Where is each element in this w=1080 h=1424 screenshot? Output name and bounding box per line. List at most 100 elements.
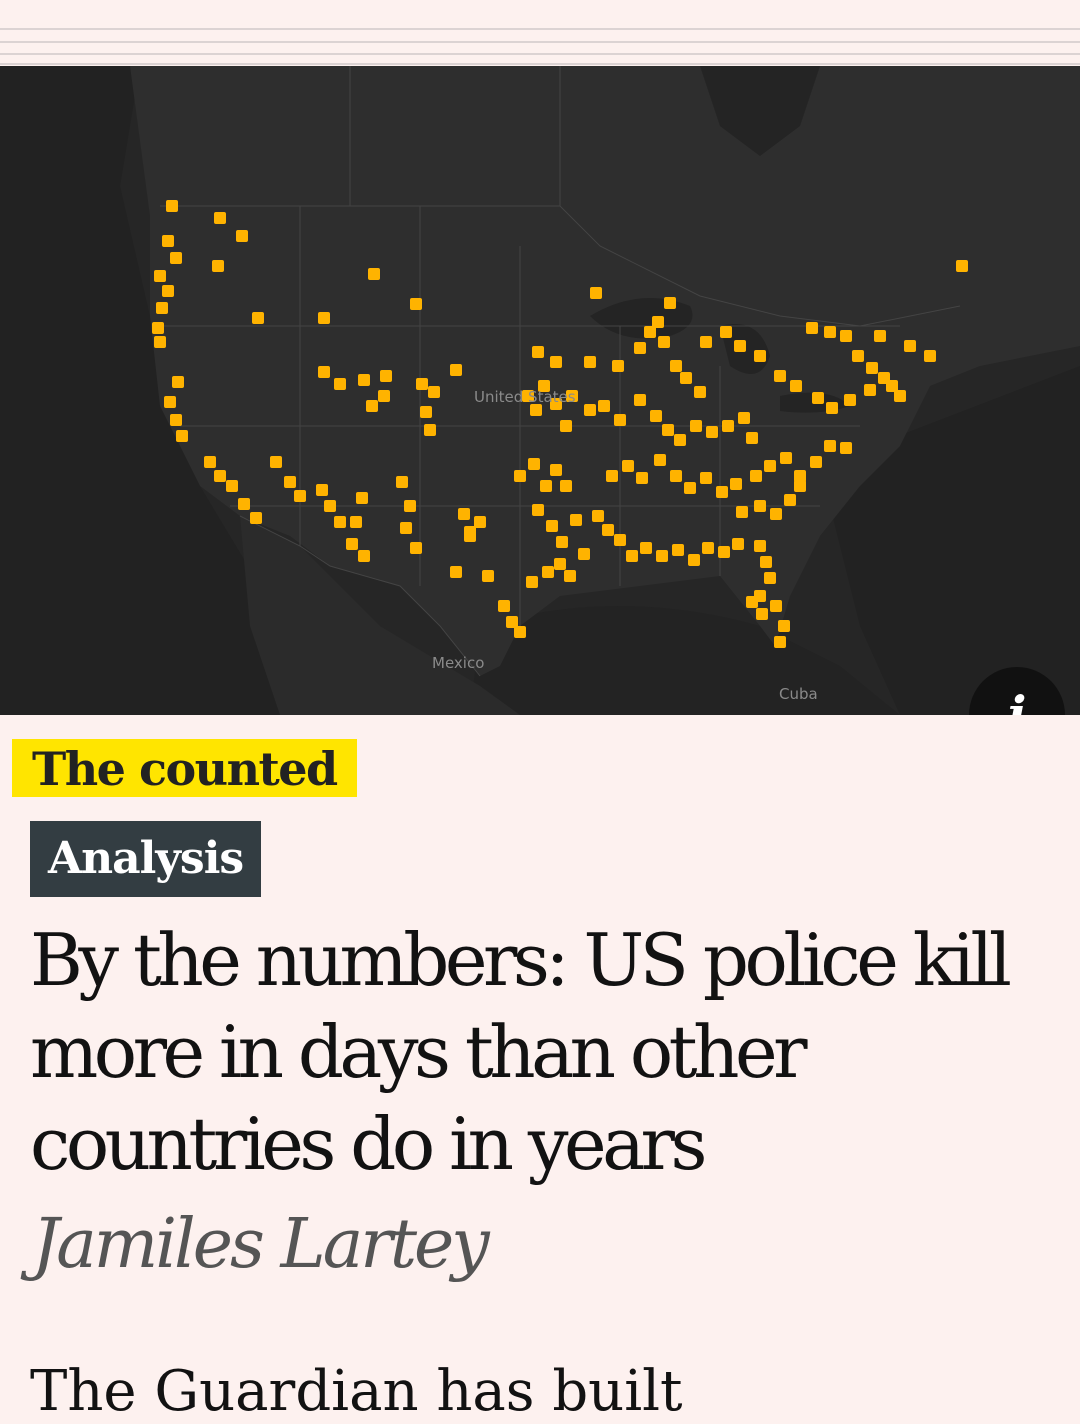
incident-marker (612, 360, 624, 372)
incident-marker (250, 512, 262, 524)
incident-marker (738, 412, 750, 424)
incident-markers (152, 200, 968, 648)
incident-marker (722, 420, 734, 432)
incident-marker (700, 336, 712, 348)
incident-marker (840, 442, 852, 454)
incident-marker (670, 360, 682, 372)
article-type-badge: Analysis (30, 821, 262, 897)
incident-marker (458, 508, 470, 520)
incident-marker (166, 200, 178, 212)
incident-marker (346, 538, 358, 550)
incident-marker (380, 370, 392, 382)
byline-author-link[interactable]: Jamiles Lartey (32, 1205, 490, 1284)
incident-marker (736, 506, 748, 518)
incident-marker (684, 482, 696, 494)
incident-marker (824, 326, 836, 338)
incident-marker (956, 260, 968, 272)
incident-marker (656, 550, 668, 562)
incident-marker (756, 608, 768, 620)
incident-marker (252, 312, 264, 324)
incident-marker (334, 516, 346, 528)
incident-marker (750, 470, 762, 482)
incident-marker (570, 514, 582, 526)
incident-marker (212, 260, 224, 272)
incident-marker (702, 542, 714, 554)
incident-marker (664, 297, 676, 309)
incident-marker (506, 616, 518, 628)
incident-marker (864, 384, 876, 396)
rule-line (0, 41, 1080, 43)
incident-marker (826, 402, 838, 414)
incident-marker (358, 374, 370, 386)
incident-marker (356, 492, 368, 504)
series-kicker[interactable]: The counted (12, 739, 357, 797)
incident-marker (688, 554, 700, 566)
incident-marker (214, 212, 226, 224)
incident-marker (614, 414, 626, 426)
incident-marker (542, 566, 554, 578)
incident-marker (162, 235, 174, 247)
incident-marker (670, 470, 682, 482)
rule-line (0, 63, 1080, 65)
incident-marker (886, 380, 898, 392)
incident-marker (662, 424, 674, 436)
incident-marker (214, 470, 226, 482)
incident-marker (400, 522, 412, 534)
incident-marker (350, 516, 362, 528)
rule-line (0, 28, 1080, 30)
incident-marker (162, 285, 174, 297)
incident-marker (718, 546, 730, 558)
incident-marker (634, 342, 646, 354)
incident-marker (674, 434, 686, 446)
incident-marker (732, 538, 744, 550)
incident-marker (514, 626, 526, 638)
incident-marker (450, 364, 462, 376)
incident-marker (316, 484, 328, 496)
incident-marker (564, 570, 576, 582)
incident-marker (514, 470, 526, 482)
incident-marker (852, 350, 864, 362)
incident-marker (654, 454, 666, 466)
incident-marker (156, 302, 168, 314)
article-type-label: Analysis (48, 833, 244, 884)
police-killings-map[interactable]: United States Mexico Cuba i (0, 66, 1080, 715)
incident-marker (640, 542, 652, 554)
incident-marker (716, 486, 728, 498)
incident-marker (626, 550, 638, 562)
incident-marker (606, 470, 618, 482)
incident-marker (410, 542, 422, 554)
incident-marker (754, 540, 766, 552)
incident-marker (378, 390, 390, 402)
incident-marker (810, 456, 822, 468)
incident-marker (204, 456, 216, 468)
incident-marker (550, 398, 562, 410)
incident-marker (784, 494, 796, 506)
incident-marker (794, 480, 806, 492)
article-body-preview: The Guardian has built (30, 1359, 683, 1424)
incident-marker (238, 498, 250, 510)
incident-marker (598, 400, 610, 412)
incident-marker (554, 558, 566, 570)
incident-marker (824, 440, 836, 452)
incident-marker (368, 268, 380, 280)
incident-marker (170, 252, 182, 264)
incident-marker (774, 370, 786, 382)
incident-marker (634, 394, 646, 406)
incident-marker (694, 386, 706, 398)
info-icon: i (1007, 685, 1027, 715)
incident-marker (874, 330, 886, 342)
incident-marker (754, 350, 766, 362)
incident-marker (924, 350, 936, 362)
incident-marker (170, 414, 182, 426)
incident-marker (644, 326, 656, 338)
incident-marker (812, 392, 824, 404)
incident-marker (700, 472, 712, 484)
incident-marker (780, 452, 792, 464)
incident-marker (450, 566, 462, 578)
incident-marker (318, 366, 330, 378)
incident-marker (746, 596, 758, 608)
incident-marker (318, 312, 330, 324)
incident-marker (614, 534, 626, 546)
incident-marker (404, 500, 416, 512)
incident-marker (556, 536, 568, 548)
